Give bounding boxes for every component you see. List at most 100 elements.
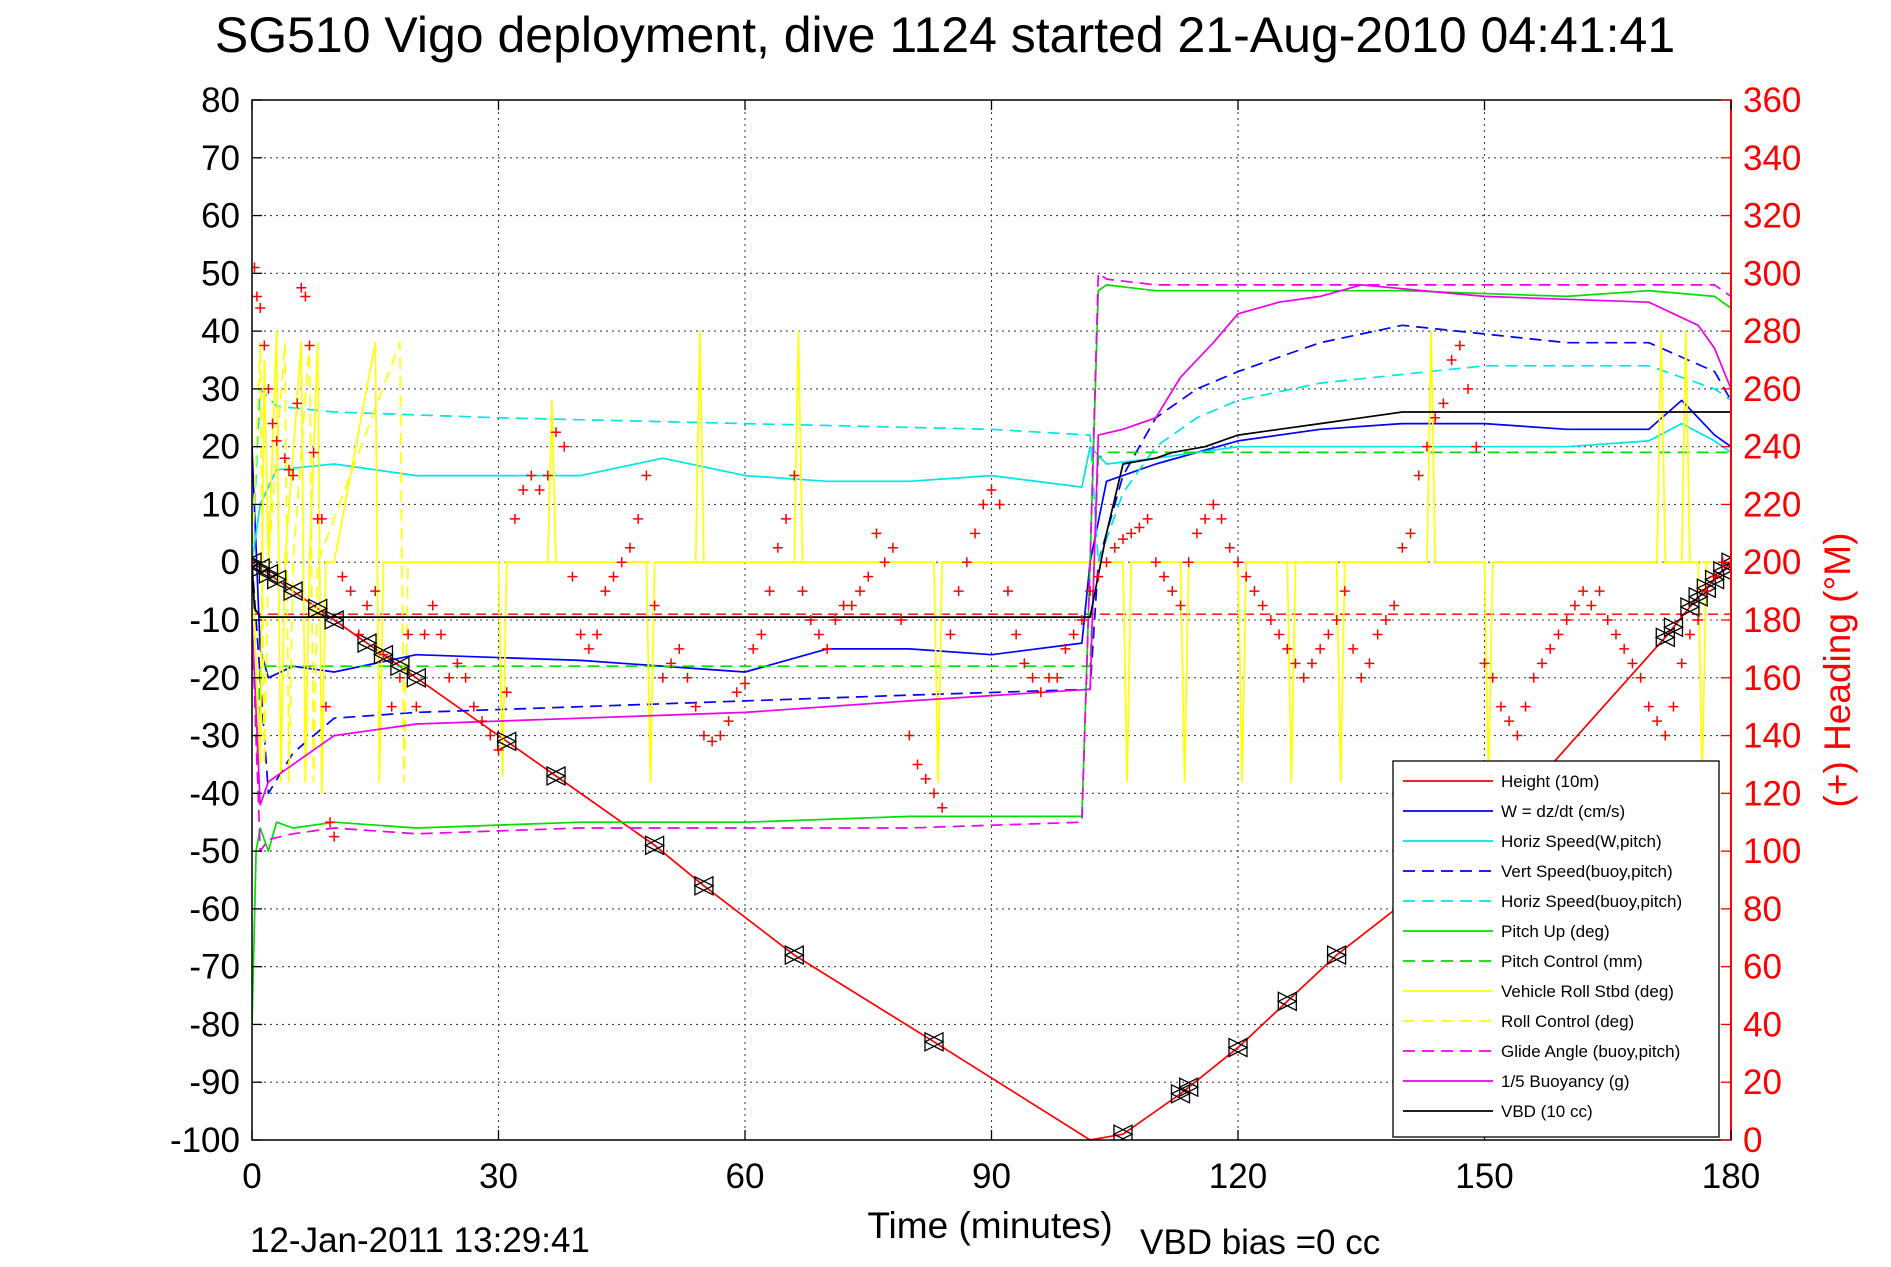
marker-triangle-left bbox=[307, 598, 328, 619]
heading-point bbox=[1487, 672, 1498, 683]
left-y-tick-label: -80 bbox=[189, 1005, 240, 1044]
legend-label: Pitch Up (deg) bbox=[1501, 922, 1610, 941]
right-y-tick-label: 160 bbox=[1743, 659, 1801, 698]
legend-label: Vert Speed(buoy,pitch) bbox=[1501, 862, 1673, 881]
right-y-tick-label: 0 bbox=[1743, 1121, 1762, 1160]
heading-point bbox=[970, 528, 981, 539]
heading-point bbox=[575, 629, 586, 640]
heading-point bbox=[1282, 643, 1293, 654]
heading-point bbox=[329, 831, 340, 842]
heading-point bbox=[1134, 522, 1145, 533]
heading-point bbox=[1257, 600, 1268, 611]
heading-point bbox=[1528, 672, 1539, 683]
heading-point bbox=[292, 398, 303, 409]
height-marker bbox=[1654, 627, 1676, 648]
heading-point bbox=[1512, 730, 1523, 741]
right-y-tick-label: 200 bbox=[1743, 543, 1801, 582]
legend-label: Vehicle Roll Stbd (deg) bbox=[1501, 982, 1674, 1001]
heading-point bbox=[994, 499, 1005, 510]
heading-point bbox=[1537, 658, 1548, 669]
heading-point bbox=[518, 485, 529, 495]
heading-point bbox=[1610, 629, 1621, 640]
height-marker bbox=[1112, 1124, 1134, 1140]
series-line-horiz-speed-buoy-pitch bbox=[252, 364, 1731, 564]
left-y-tick-label: 30 bbox=[201, 370, 240, 409]
heading-point bbox=[1660, 730, 1671, 741]
heading-point bbox=[1594, 586, 1605, 597]
marker-triangle-left bbox=[1112, 1124, 1133, 1140]
heading-point bbox=[937, 802, 948, 813]
heading-point bbox=[1569, 600, 1580, 611]
series-line-pitch-up-deg bbox=[252, 284, 1731, 1025]
series-line-w-dz-dt-cm-s bbox=[252, 399, 1731, 679]
marker-triangle-left bbox=[266, 569, 287, 590]
heading-point bbox=[797, 586, 808, 597]
height-marker bbox=[1276, 991, 1298, 1012]
heading-point bbox=[255, 303, 266, 313]
heading-point bbox=[822, 643, 833, 654]
x-tick-label: 0 bbox=[242, 1157, 261, 1196]
heading-point bbox=[1348, 643, 1359, 654]
heading-point bbox=[1586, 600, 1597, 611]
heading-point bbox=[252, 262, 260, 273]
heading-point bbox=[1446, 355, 1457, 365]
series-line-vbd-10-cc bbox=[252, 411, 1731, 618]
heading-point bbox=[551, 427, 562, 438]
footer-vbd-bias: VBD bias =0 cc bbox=[1140, 1223, 1380, 1262]
marker-triangle-left bbox=[496, 731, 517, 752]
marker-triangle-left bbox=[1687, 586, 1708, 607]
heading-point bbox=[460, 672, 471, 683]
legend-label: Horiz Speed(buoy,pitch) bbox=[1501, 892, 1682, 911]
heading-point bbox=[1405, 528, 1416, 539]
right-y-tick-label: 120 bbox=[1743, 774, 1801, 813]
heading-point bbox=[559, 441, 570, 452]
heading-point bbox=[304, 340, 315, 351]
heading-point bbox=[1389, 600, 1400, 611]
heading-point bbox=[1093, 571, 1104, 582]
heading-point bbox=[624, 542, 635, 553]
heading-point bbox=[1561, 615, 1572, 625]
heading-point bbox=[764, 586, 775, 597]
heading-point bbox=[1233, 557, 1243, 568]
legend: Height (10m) W = dz/dt (cm/s) Horiz Speed(… bbox=[1392, 760, 1720, 1138]
heading-point bbox=[337, 571, 348, 582]
legend-label: Roll Control (deg) bbox=[1501, 1012, 1634, 1031]
heading-point bbox=[1578, 586, 1589, 597]
x-tick-label: 90 bbox=[972, 1157, 1011, 1196]
marker-triangle-left bbox=[323, 609, 344, 631]
heading-point bbox=[1241, 571, 1252, 582]
left-y-tick-label: 80 bbox=[201, 81, 240, 120]
heading-point bbox=[715, 730, 726, 741]
right-y-tick-label: 140 bbox=[1743, 717, 1801, 756]
heading-point bbox=[896, 615, 907, 625]
marker-triangle-left bbox=[1170, 1083, 1191, 1104]
left-y-tick-label: -10 bbox=[189, 601, 240, 640]
x-tick-label: 60 bbox=[726, 1157, 765, 1196]
heading-point bbox=[863, 571, 874, 582]
heading-point bbox=[1495, 701, 1506, 712]
heading-point bbox=[1364, 658, 1375, 669]
heading-point bbox=[444, 672, 455, 683]
heading-point bbox=[1290, 658, 1301, 669]
x-tick-label: 120 bbox=[1209, 1157, 1267, 1196]
right-y-tick-label: 300 bbox=[1743, 254, 1801, 293]
height-marker bbox=[693, 875, 715, 896]
marker-triangle-left bbox=[693, 875, 714, 896]
heading-point bbox=[592, 629, 603, 640]
left-y-tick-label: 60 bbox=[201, 197, 240, 236]
height-marker bbox=[307, 598, 329, 619]
marker-triangle-left bbox=[1654, 627, 1675, 648]
heading-point bbox=[1076, 615, 1087, 625]
heading-point bbox=[263, 383, 274, 394]
marker-triangle-left bbox=[1679, 596, 1700, 618]
height-marker bbox=[252, 557, 271, 579]
heading-point bbox=[1208, 499, 1219, 510]
height-marker bbox=[323, 609, 345, 631]
heading-point bbox=[435, 629, 446, 640]
height-marker bbox=[356, 633, 378, 654]
heading-point bbox=[1052, 672, 1063, 683]
heading-point bbox=[641, 470, 652, 481]
heading-point bbox=[731, 687, 742, 698]
heading-point bbox=[370, 586, 381, 597]
